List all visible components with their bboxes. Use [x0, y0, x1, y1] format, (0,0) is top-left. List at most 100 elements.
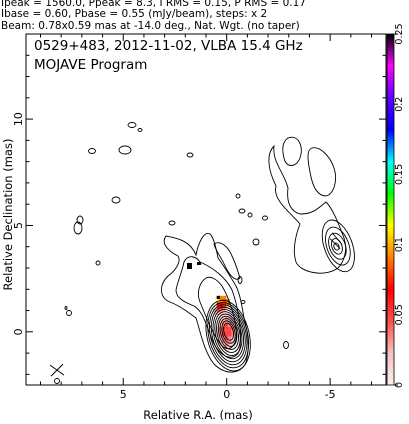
secondary-contour: [333, 242, 340, 251]
noise-contour: [168, 220, 176, 226]
polarization-pixel: [228, 336, 232, 340]
polarization-pixel: [213, 311, 217, 316]
secondary-contour: [268, 144, 347, 274]
jet-contour: [197, 276, 237, 349]
polarization-pixel: [225, 317, 229, 321]
noise-fill: [197, 262, 201, 265]
noise-contour: [66, 310, 72, 316]
noise-contour: [235, 193, 241, 199]
polarization-pixel: [218, 343, 222, 347]
polarization-pixel: [231, 320, 235, 324]
noise-contour: [76, 215, 84, 225]
header-line-2: Ibase = 0.60, Pbase = 0.55 (mJy/beam), s…: [1, 8, 268, 20]
noise-contour: [54, 378, 60, 384]
noise-contour: [247, 212, 253, 218]
header-line-3: Beam: 0.78x0.59 mas at -14.0 deg., Nat. …: [1, 20, 300, 32]
core-contour: [212, 308, 245, 360]
noise-contour: [262, 215, 268, 221]
polarization-pixel: [225, 323, 229, 328]
polarization-pixel: [218, 339, 222, 344]
x-tick-label: 5: [120, 388, 127, 401]
polarization-pixel: [231, 323, 235, 328]
colorbar-tick-label: 0.05: [394, 304, 405, 325]
polarization-pixel: [226, 299, 230, 303]
polarization-pixel: [216, 305, 220, 309]
polarization-pixel: [219, 302, 224, 306]
core-contour: [216, 313, 241, 353]
vector-tick: [331, 232, 343, 246]
chart-subtitle: MOJAVE Program: [34, 57, 147, 73]
y-tick-label: 5: [12, 222, 25, 229]
polarization-pixel: [223, 302, 227, 306]
y-axis-label: Relative Declination (mas): [1, 139, 15, 291]
noise-contour: [238, 208, 246, 214]
polarization-pixel: [221, 323, 226, 328]
polarization-pixel: [221, 333, 226, 337]
core-contour: [223, 322, 235, 341]
secondary-contour: [307, 147, 337, 197]
polarization-pixel: [228, 333, 232, 337]
vector-tick: [329, 238, 341, 250]
polarization-pixel: [219, 311, 224, 316]
polarization-pixel: [213, 308, 217, 312]
noise-contour: [127, 122, 137, 128]
noise-contour: [283, 341, 289, 349]
core-contour: [217, 315, 240, 350]
core-contour: [205, 299, 251, 372]
polarization-pixel: [225, 327, 229, 331]
noise-contour: [64, 306, 68, 310]
contour-layer: [49, 122, 355, 384]
header-line-1: Ipeak = 1560.0, Ppeak = 8.3, I RMS = 0.1…: [1, 0, 306, 9]
core-contour: [209, 304, 248, 366]
chart-title: 0529+483, 2012-11-02, VLBA 15.4 GHz: [34, 38, 303, 54]
noise-contour: [137, 128, 143, 132]
polarization-pixel: [228, 339, 232, 344]
polarization-pixel: [231, 317, 235, 321]
polarization-pixel: [219, 295, 224, 300]
core-contour: [210, 306, 246, 363]
noise-contour: [186, 152, 194, 158]
polarization-pixel: [228, 343, 232, 347]
polarization-pixel: [228, 330, 232, 334]
polarization-pixel: [225, 330, 229, 334]
polarization-pixel: [225, 320, 229, 324]
colorbar-tick-label: 0.1: [394, 237, 405, 252]
polarization-pixel: [231, 327, 235, 331]
noise-contour: [118, 145, 132, 155]
polarization-pixel: [231, 339, 235, 344]
noise-contour: [73, 221, 83, 235]
colorbar: 0 0.05 0.1 0.15 0.2 0.25: [386, 23, 405, 388]
polarization-pixel: [223, 295, 227, 300]
noise-contour: [237, 276, 243, 284]
noise-contour: [240, 300, 246, 304]
noise-contour: [111, 196, 121, 204]
secondary-contour: [321, 219, 355, 273]
colorbar-gradient: [386, 33, 395, 386]
y-tick-label: 10: [12, 112, 25, 126]
core-contour: [221, 320, 236, 344]
x-tick-label: 0: [223, 388, 230, 401]
jet-contour: [161, 232, 249, 373]
polarization-pixel: [223, 308, 227, 312]
y-tick-label: 0: [12, 328, 25, 335]
x-axis-label: Relative R.A. (mas): [143, 408, 252, 422]
noise-contour: [88, 148, 96, 154]
polarization-pixel: [216, 308, 220, 312]
polarization-pixel: [221, 336, 226, 340]
polarization-pixel: [216, 311, 220, 316]
secondary-contour: [282, 136, 302, 166]
x-tick-label: -5: [325, 388, 336, 401]
plot-axes: 5 0 -5 0 5 10 Relative R.A. (mas) Relative Decl…: [1, 33, 387, 422]
polarization-pixel: [218, 320, 222, 324]
polarization-pixel: [215, 327, 219, 331]
polarization-pixel: [231, 343, 235, 347]
polarization-pixel: [221, 314, 226, 318]
noise-fill: [187, 263, 192, 269]
colorbar-tick-label: 0.15: [394, 164, 405, 185]
beam-marker: [50, 363, 64, 377]
jet-contour: [175, 256, 241, 358]
polarization-pixel: [225, 333, 229, 337]
polarization-pixel: [218, 333, 222, 337]
